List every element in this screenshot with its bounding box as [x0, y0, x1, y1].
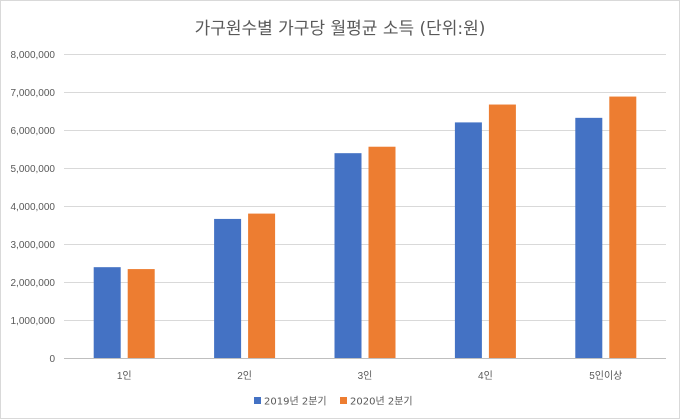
- y-tick-label: 0: [49, 354, 55, 365]
- bar-2020q2: [488, 104, 516, 358]
- legend-swatch: [340, 397, 347, 404]
- x-tick-label: 2인: [237, 370, 252, 382]
- bar-2020q2: [248, 213, 276, 358]
- chart-title: 가구원수별 가구당 월평균 소득 (단위:원): [195, 19, 486, 39]
- bar-2020q2: [609, 96, 637, 358]
- legend-label: 2020년 2분기: [350, 396, 413, 408]
- bar-2020q2: [127, 269, 155, 358]
- x-tick-label: 4인: [478, 370, 493, 382]
- x-tick-label: 3인: [358, 370, 373, 382]
- legend-swatch: [254, 397, 261, 404]
- y-tick-label: 1,000,000: [11, 316, 56, 327]
- bar-2019q2: [214, 218, 242, 358]
- y-tick-label: 4,000,000: [11, 202, 56, 213]
- x-axis-ticks: 1인 2인 3인 4인 5인이상: [117, 370, 623, 382]
- bar-2019q2: [334, 153, 362, 358]
- bar-2019q2: [575, 117, 603, 358]
- bar-2020q2: [368, 146, 396, 358]
- y-tick-label: 6,000,000: [11, 126, 56, 137]
- bar-2019q2: [454, 122, 482, 359]
- x-tick-label: 1인: [117, 370, 132, 382]
- legend: 2019년 2분기 2020년 2분기: [254, 396, 413, 408]
- legend-label: 2019년 2분기: [264, 396, 327, 408]
- x-tick-label: 5인이상: [589, 370, 622, 382]
- bar-2019q2: [93, 267, 121, 358]
- y-tick-label: 8,000,000: [11, 50, 56, 61]
- y-tick-label: 2,000,000: [11, 278, 56, 289]
- bars: [93, 96, 637, 359]
- gridlines: [64, 54, 666, 359]
- y-tick-label: 5,000,000: [11, 164, 56, 175]
- y-tick-label: 3,000,000: [11, 240, 56, 251]
- y-tick-label: 7,000,000: [11, 88, 56, 99]
- y-axis-ticks: 0 1,000,000 2,000,000 3,000,000 4,000,000 5,0…: [11, 50, 56, 365]
